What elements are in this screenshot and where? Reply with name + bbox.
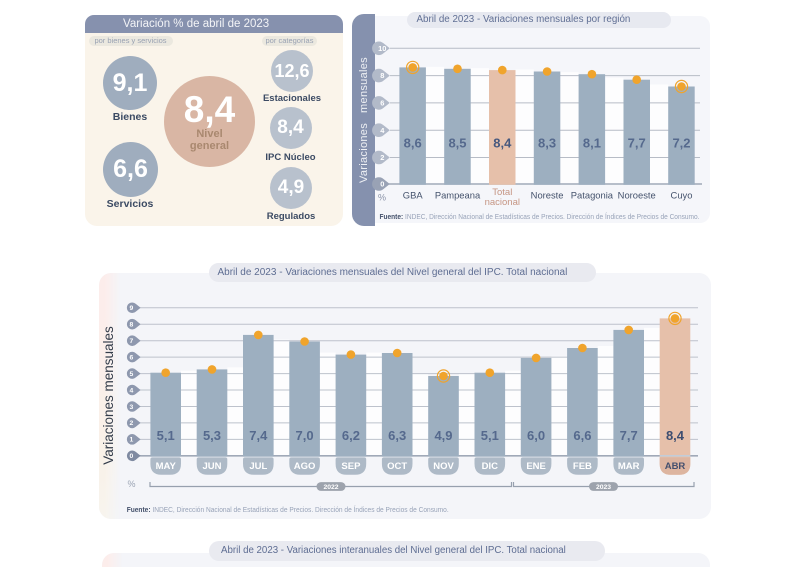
svg-text:8: 8 bbox=[130, 322, 134, 329]
svg-text:6,6: 6,6 bbox=[573, 428, 591, 443]
svg-text:GBA: GBA bbox=[403, 190, 424, 201]
svg-text:8: 8 bbox=[380, 71, 384, 80]
svg-text:NOV: NOV bbox=[433, 461, 454, 472]
svg-text:2: 2 bbox=[380, 153, 384, 162]
svg-text:0: 0 bbox=[380, 180, 384, 189]
svg-text:ENE: ENE bbox=[526, 461, 546, 472]
svg-text:MAR: MAR bbox=[618, 461, 640, 472]
svg-text:5,3: 5,3 bbox=[203, 428, 221, 443]
svg-text:8,4: 8,4 bbox=[493, 136, 512, 151]
svg-text:8,1: 8,1 bbox=[583, 136, 601, 151]
svg-text:8,6: 8,6 bbox=[404, 136, 422, 151]
svg-text:JUN: JUN bbox=[202, 461, 221, 472]
svg-text:Total: Total bbox=[492, 187, 512, 198]
svg-text:6: 6 bbox=[380, 99, 384, 108]
svg-text:Patagonia: Patagonia bbox=[571, 190, 614, 201]
svg-text:4,9: 4,9 bbox=[434, 428, 452, 443]
svg-text:5,1: 5,1 bbox=[157, 428, 175, 443]
svg-text:7,2: 7,2 bbox=[672, 136, 690, 151]
svg-text:7: 7 bbox=[130, 338, 134, 345]
svg-text:ABR: ABR bbox=[665, 461, 686, 472]
svg-text:8,4: 8,4 bbox=[666, 428, 685, 443]
svg-text:7,7: 7,7 bbox=[628, 136, 646, 151]
svg-text:Cuyo: Cuyo bbox=[671, 190, 693, 201]
svg-text:Noreste: Noreste bbox=[531, 190, 564, 201]
svg-text:4: 4 bbox=[130, 387, 134, 394]
svg-text:%: % bbox=[127, 479, 135, 489]
svg-text:6: 6 bbox=[130, 354, 134, 361]
svg-text:Pampeana: Pampeana bbox=[435, 190, 481, 201]
svg-text:FEB: FEB bbox=[573, 461, 592, 472]
svg-text:AGO: AGO bbox=[294, 461, 316, 472]
svg-text:MAY: MAY bbox=[156, 461, 177, 472]
svg-text:OCT: OCT bbox=[387, 461, 407, 472]
svg-text:2: 2 bbox=[130, 420, 134, 427]
svg-text:2023: 2023 bbox=[596, 484, 611, 491]
svg-text:7,0: 7,0 bbox=[296, 428, 314, 443]
svg-text:DIC: DIC bbox=[482, 461, 499, 472]
svg-text:6,0: 6,0 bbox=[527, 428, 545, 443]
svg-text:6,2: 6,2 bbox=[342, 428, 360, 443]
svg-text:9: 9 bbox=[130, 305, 134, 312]
svg-text:5: 5 bbox=[130, 371, 134, 378]
svg-text:nacional: nacional bbox=[485, 197, 520, 208]
svg-text:4: 4 bbox=[380, 126, 385, 135]
svg-text:SEP: SEP bbox=[341, 461, 361, 472]
svg-text:Noroeste: Noroeste bbox=[618, 190, 656, 201]
svg-text:3: 3 bbox=[130, 404, 134, 411]
svg-text:2022: 2022 bbox=[323, 484, 338, 491]
svg-text:8,3: 8,3 bbox=[538, 136, 556, 151]
svg-text:8,5: 8,5 bbox=[448, 136, 466, 151]
svg-text:7,4: 7,4 bbox=[249, 428, 268, 443]
svg-text:Fuente: INDEC, Dirección Nacio: Fuente: INDEC, Dirección Nacional de Est… bbox=[127, 505, 449, 514]
svg-text:Fuente: INDEC, Dirección Nacio: Fuente: INDEC, Dirección Nacional de Est… bbox=[380, 212, 700, 221]
svg-text:0: 0 bbox=[130, 453, 134, 460]
svg-text:6,3: 6,3 bbox=[388, 428, 406, 443]
svg-text:7,7: 7,7 bbox=[620, 428, 638, 443]
svg-text:%: % bbox=[378, 193, 386, 203]
svg-text:1: 1 bbox=[130, 437, 134, 444]
svg-text:JUL: JUL bbox=[249, 461, 267, 472]
svg-text:10: 10 bbox=[378, 44, 386, 53]
svg-text:5,1: 5,1 bbox=[481, 428, 499, 443]
